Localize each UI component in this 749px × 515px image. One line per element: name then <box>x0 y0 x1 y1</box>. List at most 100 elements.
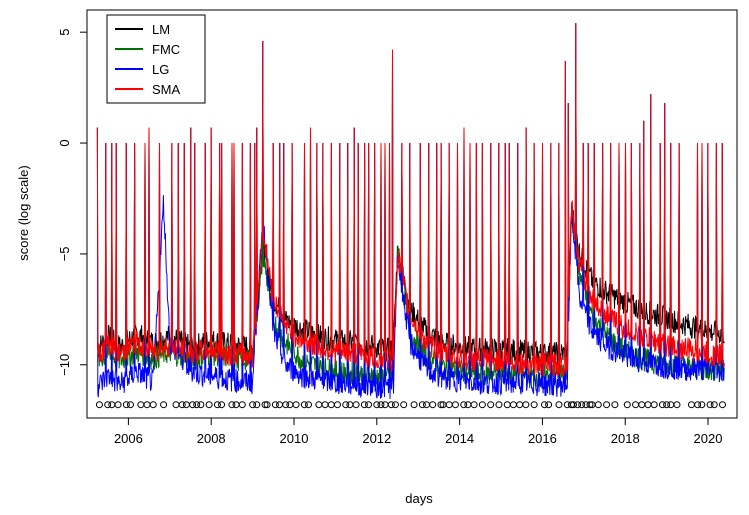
event-marker <box>381 401 389 409</box>
legend-label: SMA <box>152 82 181 97</box>
event-marker <box>594 401 602 409</box>
event-marker <box>545 401 553 409</box>
event-marker <box>160 401 168 409</box>
event-marker <box>586 401 594 409</box>
event-marker <box>218 401 226 409</box>
x-tick-label: 2012 <box>362 431 391 446</box>
event-marker <box>104 401 112 409</box>
event-marker <box>694 401 702 409</box>
x-tick-label: 2010 <box>280 431 309 446</box>
event-marker <box>495 401 503 409</box>
x-tick-label: 2018 <box>611 431 640 446</box>
event-marker <box>373 401 381 409</box>
event-marker <box>149 401 157 409</box>
event-marker <box>445 401 453 409</box>
event-marker <box>193 401 201 409</box>
event-marker <box>333 401 341 409</box>
event-marker <box>719 401 727 409</box>
event-marker <box>464 401 472 409</box>
event-marker <box>667 401 675 409</box>
event-marker <box>213 401 221 409</box>
legend-label: LG <box>152 62 169 77</box>
event-marker <box>126 401 134 409</box>
event-marker <box>352 401 360 409</box>
event-marker <box>377 401 385 409</box>
event-marker <box>178 401 186 409</box>
event-marker <box>189 401 197 409</box>
event-marker <box>232 401 240 409</box>
event-marker <box>108 401 116 409</box>
event-marker <box>261 401 269 409</box>
y-tick-label: −10 <box>57 354 72 376</box>
event-marker <box>503 401 511 409</box>
event-marker <box>422 401 430 409</box>
event-marker <box>698 401 706 409</box>
event-marker <box>540 401 548 409</box>
event-marker <box>95 401 103 409</box>
event-marker <box>292 401 300 409</box>
event-marker <box>114 401 122 409</box>
event-marker <box>304 401 312 409</box>
event-marker <box>137 401 145 409</box>
event-marker <box>516 401 524 409</box>
legend-label: FMC <box>152 42 180 57</box>
event-marker <box>638 401 646 409</box>
event-marker <box>644 401 652 409</box>
event-marker <box>673 401 681 409</box>
legend-label: LM <box>152 22 170 37</box>
event-marker <box>182 401 190 409</box>
event-marker <box>360 401 368 409</box>
event-marker <box>391 401 399 409</box>
event-marker <box>418 401 426 409</box>
event-marker <box>658 401 666 409</box>
x-tick-label: 2014 <box>445 431 474 446</box>
event-marker <box>623 401 631 409</box>
event-marker <box>451 401 459 409</box>
x-tick-label: 2016 <box>528 431 557 446</box>
event-marker <box>530 401 538 409</box>
event-marker <box>253 401 261 409</box>
event-marker <box>365 401 373 409</box>
event-marker <box>321 401 329 409</box>
series-line-sma <box>96 23 725 377</box>
event-marker <box>611 401 619 409</box>
event-marker <box>687 401 695 409</box>
event-marker <box>172 401 180 409</box>
event-marker <box>410 401 418 409</box>
event-marker <box>710 401 718 409</box>
series-group <box>96 23 725 400</box>
event-marker <box>327 401 335 409</box>
event-marker <box>197 401 205 409</box>
plot-area <box>95 23 727 409</box>
event-marker <box>300 401 308 409</box>
axes: 2006 2008 2010 2012 2014 2016 2018 2020 −10 −5 0 5 <box>57 9 738 446</box>
event-marker <box>460 401 468 409</box>
y-tick-label: 5 <box>57 29 72 36</box>
event-marker <box>276 401 284 409</box>
event-marker <box>555 401 563 409</box>
plot-frame <box>86 9 738 419</box>
event-marker <box>569 401 577 409</box>
event-marker <box>470 401 478 409</box>
event-marker <box>706 401 714 409</box>
event-marker <box>143 401 151 409</box>
series-line-lg <box>96 23 725 400</box>
event-marker <box>282 401 290 409</box>
event-marker <box>263 401 271 409</box>
event-marker <box>663 401 671 409</box>
event-marker <box>578 401 586 409</box>
event-marker <box>509 401 517 409</box>
y-tick-label: 0 <box>57 139 72 146</box>
event-marker <box>205 401 213 409</box>
event-marker <box>574 401 582 409</box>
event-marker <box>249 401 257 409</box>
event-marker <box>387 401 395 409</box>
event-marker <box>122 401 130 409</box>
x-tick-label: 2008 <box>197 431 226 446</box>
event-marker <box>632 401 640 409</box>
event-marker <box>238 401 246 409</box>
event-marker <box>228 401 236 409</box>
event-marker <box>346 401 354 409</box>
event-marker <box>522 401 530 409</box>
event-marker <box>286 401 294 409</box>
